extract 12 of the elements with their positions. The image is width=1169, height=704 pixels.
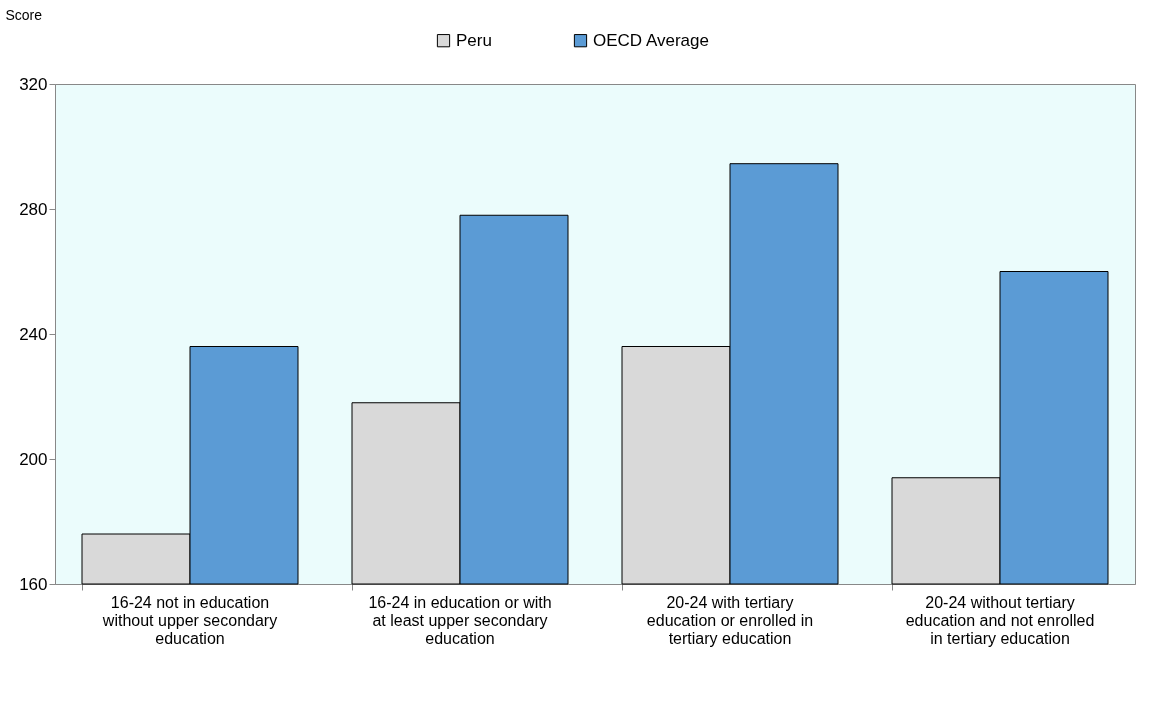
- x-tick-label: 20-24 without tertiary education and not enrolled in tertiary education: [905, 593, 1095, 647]
- y-tick-label: 280: [19, 199, 48, 219]
- legend-label: OECD Average: [593, 30, 709, 50]
- y-tick-label: 240: [19, 324, 48, 344]
- x-tick-label: 20-24 with tertiary education or enrolled in tertiary education: [646, 593, 814, 647]
- y-tick-label: 320: [19, 74, 48, 94]
- y-tick-label: 200: [19, 449, 48, 469]
- legend-label: Peru: [456, 30, 492, 50]
- x-tick-label: 16-24 in education or with at least upper secondary education: [368, 593, 552, 647]
- y-axis-title: Score: [5, 6, 43, 23]
- x-tick-label: 16-24 not in education without upper secondary education: [101, 593, 278, 647]
- y-tick-label: 160: [19, 574, 48, 594]
